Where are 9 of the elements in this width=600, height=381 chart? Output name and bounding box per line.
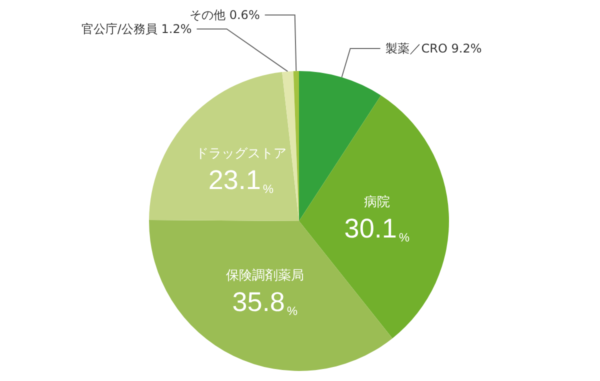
data-label: 35.8% — [232, 287, 298, 318]
slice-label: 保険調剤薬局 — [226, 268, 304, 284]
data-label: 30.1% — [344, 213, 410, 244]
slice-label: その他 0.6% — [190, 8, 260, 22]
slice-label: 病院 — [364, 194, 390, 210]
slice-label: 官公庁/公務員 1.2% — [81, 22, 192, 36]
slice-label: 製薬／CRO 9.2% — [385, 41, 482, 56]
slice-label: ドラッグストア — [195, 146, 286, 162]
data-label: 23.1% — [208, 164, 274, 196]
